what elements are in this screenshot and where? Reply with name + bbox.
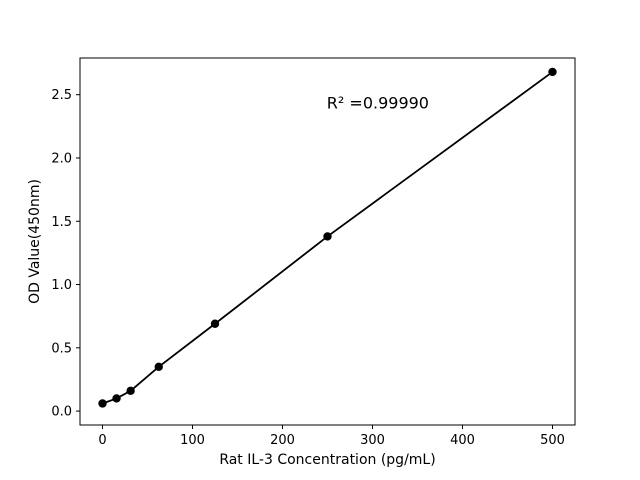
data-point — [323, 232, 332, 241]
r-squared-annotation: R² =0.99990 — [327, 93, 429, 112]
axes-spines — [79, 57, 576, 426]
y-axis-label: OD Value(450nm) — [27, 179, 43, 304]
data-point — [126, 386, 135, 396]
x-tick-label: 300 — [360, 433, 385, 448]
x-tick-label: 100 — [180, 433, 205, 448]
y-tick-label: 1.5 — [51, 215, 72, 230]
x-tick-label: 0 — [98, 433, 106, 448]
y-tick-label: 0.5 — [51, 341, 72, 356]
x-tick-label: 400 — [450, 433, 475, 448]
data-point — [154, 362, 163, 371]
data-point — [112, 394, 121, 403]
x-tick-label: 500 — [540, 433, 565, 448]
x-tick-label: 200 — [270, 433, 295, 448]
data-point — [548, 67, 557, 77]
data-point — [98, 399, 107, 408]
y-tick-label: 1.0 — [51, 278, 72, 293]
data-point — [210, 319, 220, 328]
plot-area: 0 100 200 300 400 500 0.0 0.5 1.0 1.5 2.0 2.5 — [51, 57, 576, 448]
x-axis-label: Rat IL-3 Concentration (pg/mL) — [219, 452, 435, 468]
y-tick-label: 0.0 — [51, 405, 72, 420]
y-tick-label: 2.0 — [51, 151, 72, 166]
y-tick-label: 2.5 — [51, 88, 72, 103]
